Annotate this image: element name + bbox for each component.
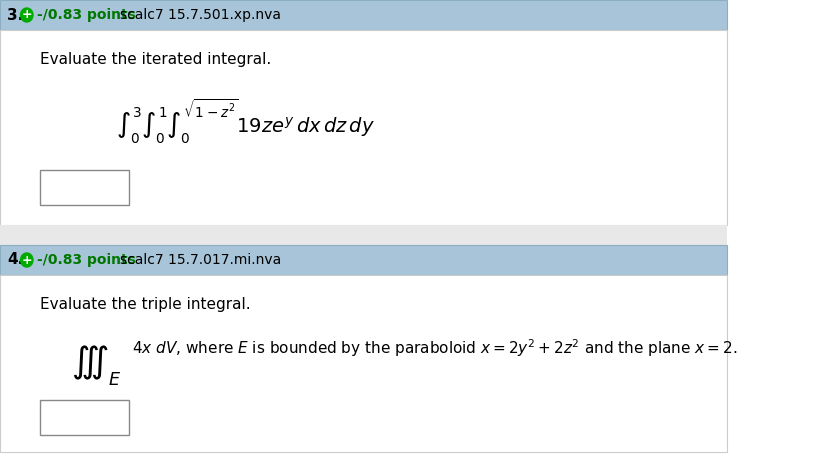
FancyBboxPatch shape	[40, 170, 130, 205]
Circle shape	[20, 8, 33, 22]
FancyBboxPatch shape	[0, 0, 727, 30]
Text: +: +	[21, 254, 32, 266]
FancyBboxPatch shape	[0, 30, 727, 225]
Text: $4x\ dV$, where $E$ is bounded by the paraboloid $x = 2y^2 + 2z^2$ and the plane: $4x\ dV$, where $E$ is bounded by the pa…	[132, 337, 738, 359]
Circle shape	[20, 253, 33, 267]
FancyBboxPatch shape	[0, 275, 727, 452]
Text: Evaluate the iterated integral.: Evaluate the iterated integral.	[40, 52, 271, 67]
Text: 3.: 3.	[7, 7, 24, 22]
Text: -/0.83 points: -/0.83 points	[37, 253, 136, 267]
Text: 4.: 4.	[7, 253, 24, 267]
Text: +: +	[21, 9, 32, 21]
FancyBboxPatch shape	[0, 225, 727, 245]
Text: scalc7 15.7.017.mi.nva: scalc7 15.7.017.mi.nva	[121, 253, 282, 267]
FancyBboxPatch shape	[40, 400, 130, 435]
Text: $\iiint_E$: $\iiint_E$	[72, 343, 122, 388]
Text: -/0.83 points: -/0.83 points	[37, 8, 136, 22]
Text: Evaluate the triple integral.: Evaluate the triple integral.	[40, 297, 251, 312]
FancyBboxPatch shape	[0, 245, 727, 275]
Text: scalc7 15.7.501.xp.nva: scalc7 15.7.501.xp.nva	[121, 8, 281, 22]
Text: $\int_0^3 \int_0^1 \int_0^{\sqrt{1-z^2}} 19ze^y\, dx\, dz\, dy$: $\int_0^3 \int_0^1 \int_0^{\sqrt{1-z^2}}…	[116, 98, 375, 146]
